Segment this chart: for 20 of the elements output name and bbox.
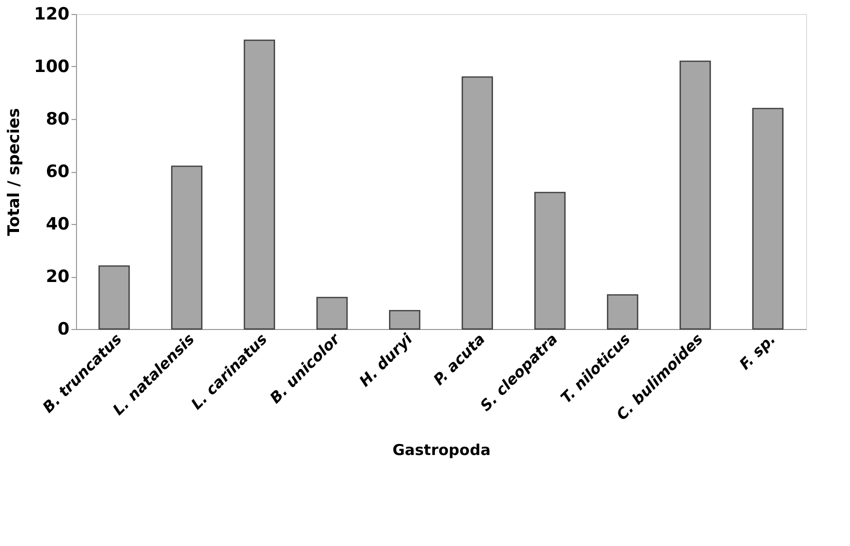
bar bbox=[171, 166, 202, 330]
bar bbox=[606, 294, 638, 330]
y-tick-label: 100 bbox=[34, 57, 70, 77]
bar bbox=[316, 296, 348, 330]
x-axis-title: Gastropoda bbox=[392, 441, 491, 460]
y-tick-label: 0 bbox=[58, 320, 70, 340]
bar bbox=[534, 192, 566, 330]
y-tick-label: 80 bbox=[46, 110, 70, 130]
y-tick-label: 120 bbox=[34, 4, 70, 24]
bar bbox=[98, 265, 130, 330]
y-tick-label: 40 bbox=[46, 214, 70, 234]
x-tick-label: F. sp. bbox=[736, 330, 780, 374]
bar bbox=[244, 40, 276, 330]
y-tick-label: 20 bbox=[46, 267, 70, 287]
y-axis-title: Total / species bbox=[4, 108, 24, 236]
bar bbox=[389, 310, 420, 330]
bar bbox=[680, 60, 711, 330]
bar bbox=[752, 108, 784, 330]
bar bbox=[462, 76, 493, 330]
y-tick-label: 60 bbox=[46, 162, 70, 182]
